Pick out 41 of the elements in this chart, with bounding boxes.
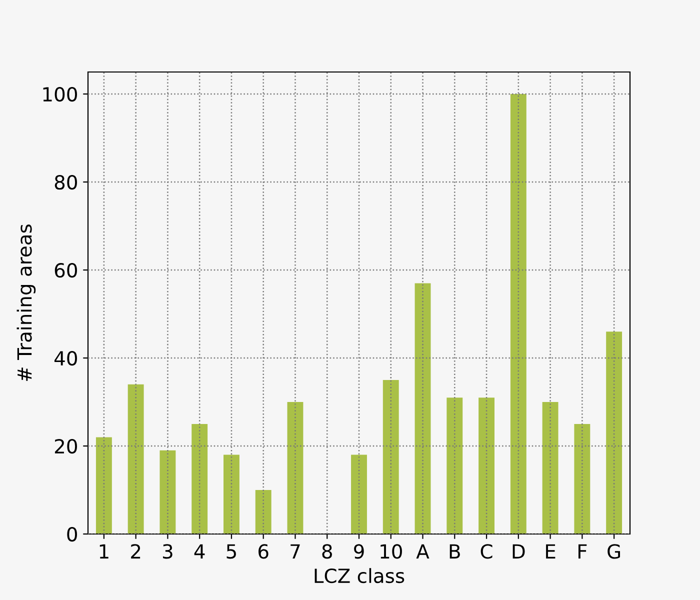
- x-tick-label: 5: [226, 544, 236, 559]
- x-tick-label: 4: [194, 544, 205, 558]
- bar: [255, 490, 272, 534]
- x-tick-label: 1: [100, 544, 108, 558]
- y-tick-label: 20: [54, 438, 77, 454]
- x-axis-title: LCZ class: [314, 568, 404, 584]
- bar: [192, 424, 208, 534]
- x-tick-label: 6: [258, 544, 268, 559]
- bar: [574, 424, 590, 534]
- y-tick-label: 40: [54, 350, 77, 366]
- x-tick-label: 7: [290, 544, 300, 558]
- x-tick-label: 10: [380, 544, 402, 559]
- bar: [287, 402, 304, 534]
- y-tick-label: 0: [67, 526, 77, 542]
- x-tick-label: D: [512, 544, 525, 558]
- x-tick-label: 8: [322, 544, 332, 559]
- x-tick-label: A: [416, 544, 430, 558]
- bar: [446, 398, 463, 534]
- x-tick-label: C: [480, 544, 492, 559]
- y-axis-title: # Training areas: [16, 224, 36, 381]
- x-tick-label: 9: [354, 544, 364, 559]
- y-tick-label: 80: [54, 174, 77, 190]
- bar: [160, 450, 176, 534]
- bar: [606, 332, 622, 534]
- x-tick-label: 2: [131, 544, 140, 558]
- x-tick-label: 3: [163, 544, 172, 559]
- x-tick-label: E: [546, 544, 556, 558]
- bar: [414, 283, 431, 534]
- bar: [128, 384, 144, 534]
- y-tick-label: 100: [43, 86, 77, 102]
- bar: [542, 402, 558, 534]
- bar: [96, 437, 112, 534]
- bar: [382, 380, 399, 534]
- bar: [510, 94, 526, 534]
- bar: [224, 454, 240, 534]
- x-tick-label: B: [450, 544, 460, 558]
- bar: [351, 454, 367, 534]
- y-tick-label: 60: [54, 262, 77, 278]
- x-tick-label: G: [608, 544, 620, 559]
- x-tick-label: F: [578, 544, 587, 558]
- bar: [478, 398, 494, 534]
